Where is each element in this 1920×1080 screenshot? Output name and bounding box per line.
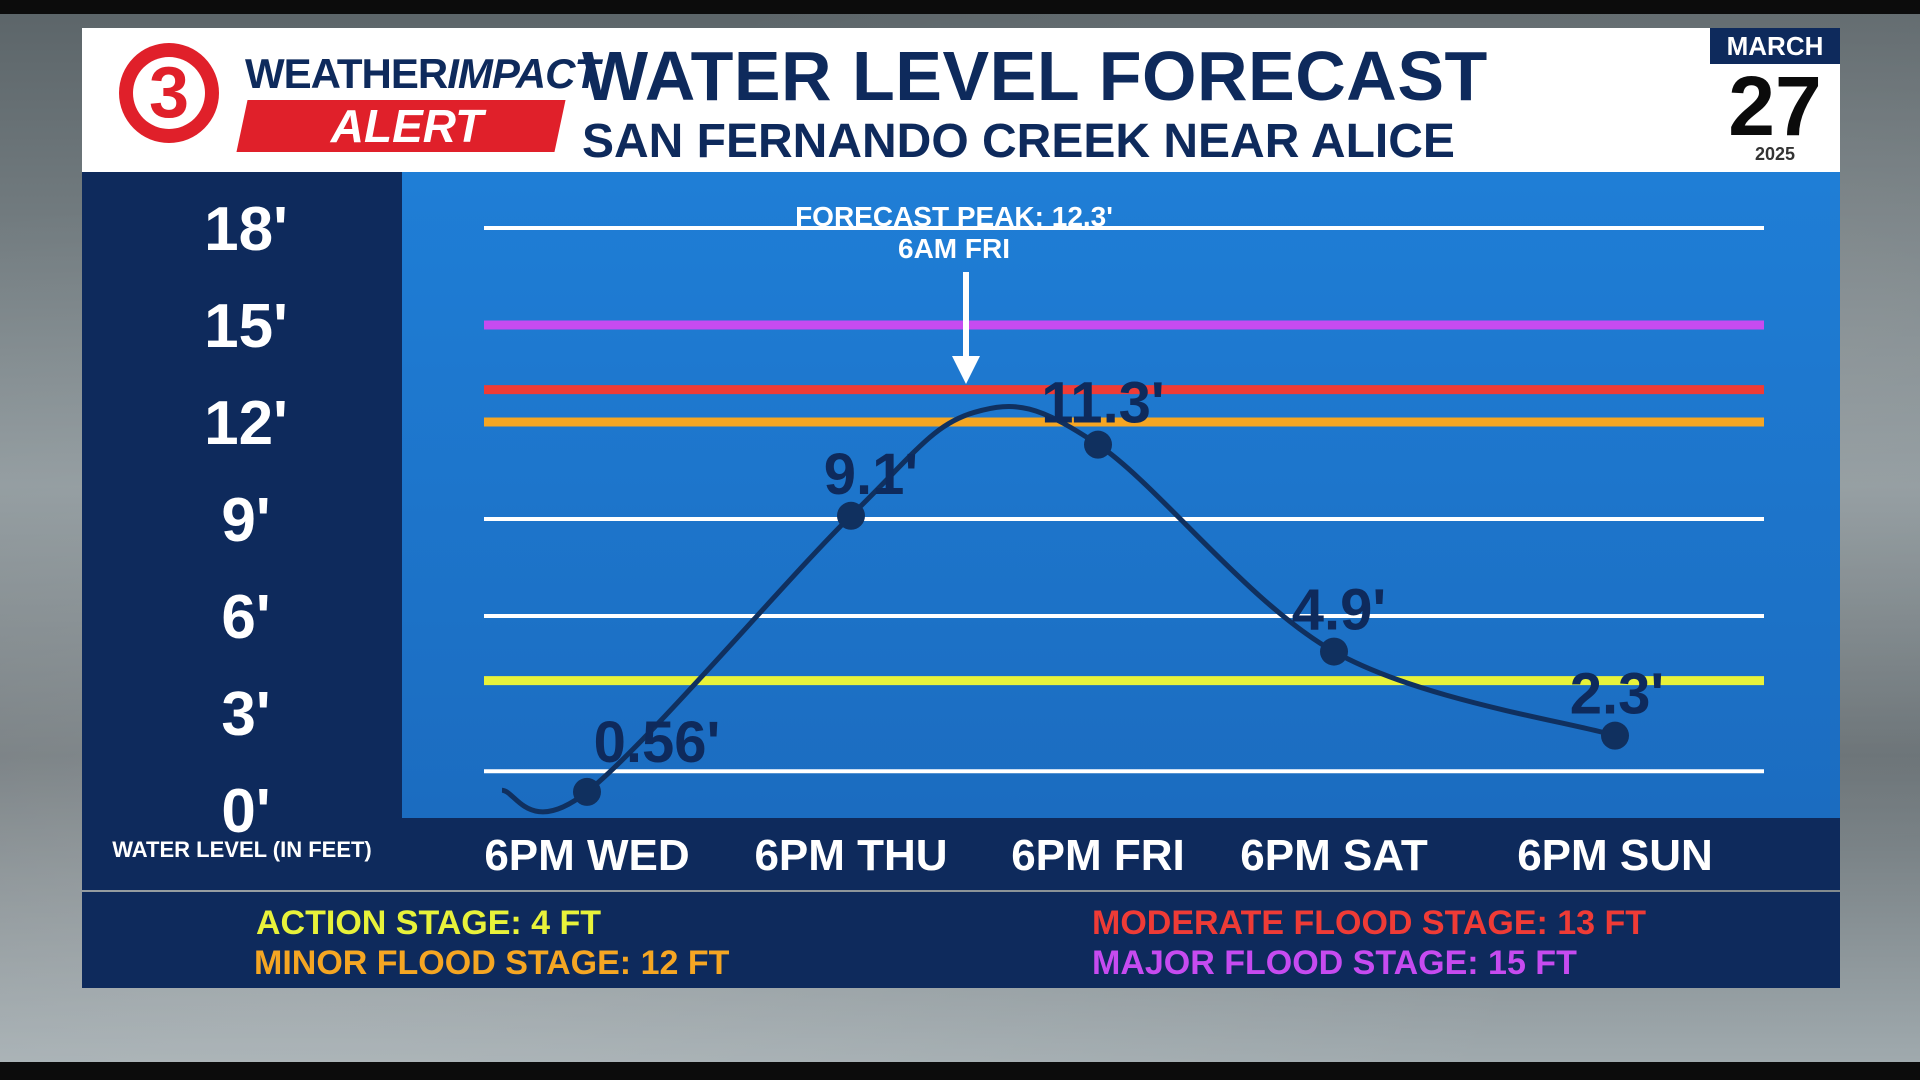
y-tick-label: 0'	[221, 777, 270, 846]
data-label: 0.56'	[594, 710, 721, 775]
legend-panel	[82, 892, 1840, 988]
chart-title: WATER LEVEL FORECAST	[582, 37, 1488, 115]
data-label: 9.1'	[824, 442, 918, 507]
alert-label: ALERT	[330, 100, 484, 152]
y-tick-label: 18'	[204, 195, 288, 264]
date-month: MARCH	[1710, 28, 1840, 64]
y-axis-panel	[82, 172, 402, 890]
data-label: 11.3'	[1041, 371, 1164, 436]
data-label: 4.9'	[1292, 578, 1386, 643]
peak-annotation-line2: 6AM FRI	[898, 233, 1010, 264]
data-label: 2.3'	[1570, 662, 1664, 727]
data-point	[1084, 430, 1112, 459]
date-day: 27	[1728, 59, 1822, 153]
y-tick-label: 9'	[221, 486, 270, 555]
x-axis-panel	[402, 818, 1840, 890]
x-tick-label: 6PM THU	[754, 831, 947, 880]
y-tick-label: 15'	[204, 292, 288, 361]
y-axis-label: WATER LEVEL (IN FEET)	[112, 837, 372, 862]
x-tick-label: 6PM WED	[484, 831, 689, 880]
legend-major-flood-stage: MAJOR FLOOD STAGE: 15 FT	[1092, 944, 1577, 982]
y-tick-label: 12'	[204, 389, 288, 458]
y-tick-label: 3'	[221, 680, 270, 749]
water-level-line	[501, 404, 1616, 815]
channel-3-logo-icon: 3	[119, 43, 219, 143]
plot-area	[402, 172, 1840, 818]
x-tick-label: 6PM SUN	[1517, 831, 1713, 880]
weather-impact-logo-text: WEATHERIMPACT	[245, 50, 600, 98]
x-tick-label: 6PM SAT	[1240, 831, 1428, 880]
logo-weather: WEATHER	[245, 50, 448, 97]
data-point	[837, 501, 865, 530]
legend-action-stage: ACTION STAGE: 4 FT	[256, 904, 602, 942]
peak-arrow-head	[952, 356, 980, 384]
header-bar: 3 WEATHERIMPACT ALERT WATER LEVEL FORECA…	[82, 28, 1840, 172]
data-point	[573, 777, 601, 806]
y-tick-label: 6'	[221, 583, 270, 652]
letterbox-bottom	[0, 1062, 1920, 1080]
data-point	[1601, 721, 1629, 750]
date-year: 2025	[1754, 144, 1796, 164]
peak-annotation-line1: FORECAST PEAK: 12.3'	[795, 201, 1113, 232]
x-tick-label: 6PM FRI	[1011, 831, 1185, 880]
data-point	[1320, 637, 1348, 666]
legend-minor-flood-stage: MINOR FLOOD STAGE: 12 FT	[254, 944, 730, 982]
channel-number: 3	[149, 53, 189, 133]
logo-impact: IMPACT	[447, 50, 600, 97]
legend-moderate-flood-stage: MODERATE FLOOD STAGE: 13 FT	[1092, 904, 1647, 942]
chart-subtitle: SAN FERNANDO CREEK NEAR ALICE	[582, 115, 1455, 168]
letterbox-top	[0, 0, 1920, 14]
